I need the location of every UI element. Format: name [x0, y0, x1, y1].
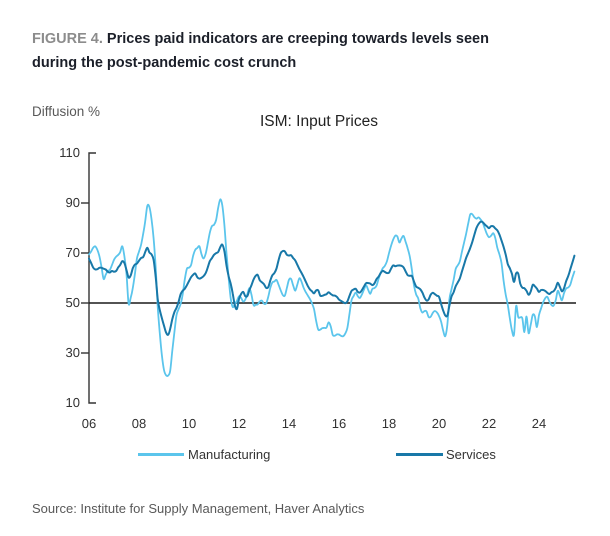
- svg-text:18: 18: [382, 416, 396, 431]
- svg-text:70: 70: [66, 245, 80, 260]
- svg-text:12: 12: [232, 416, 246, 431]
- svg-text:30: 30: [66, 345, 80, 360]
- svg-text:14: 14: [282, 416, 296, 431]
- svg-text:90: 90: [66, 195, 80, 210]
- svg-text:10: 10: [66, 395, 80, 410]
- svg-text:22: 22: [482, 416, 496, 431]
- svg-text:24: 24: [532, 416, 546, 431]
- svg-text:08: 08: [132, 416, 146, 431]
- svg-text:50: 50: [66, 295, 80, 310]
- svg-text:110: 110: [59, 145, 80, 160]
- svg-text:20: 20: [432, 416, 446, 431]
- svg-text:06: 06: [82, 416, 96, 431]
- svg-text:16: 16: [332, 416, 346, 431]
- svg-text:10: 10: [182, 416, 196, 431]
